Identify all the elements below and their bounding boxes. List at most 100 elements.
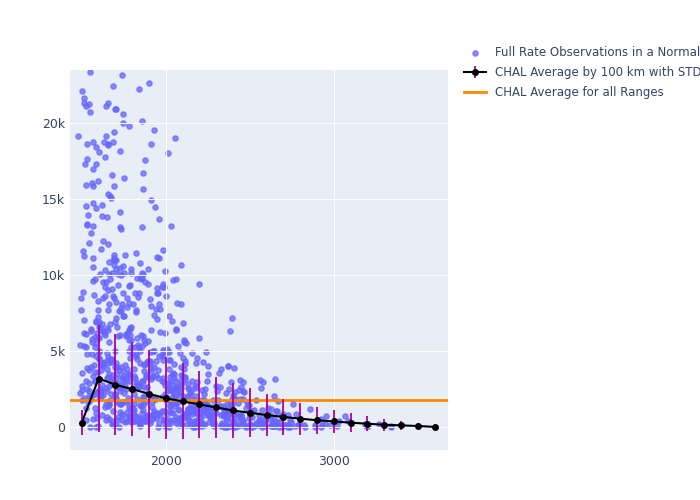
Full Rate Observations in a Normal Point bbox=[76, 87, 87, 95]
Full Rate Observations in a Normal Point bbox=[103, 326, 114, 334]
Full Rate Observations in a Normal Point bbox=[90, 352, 101, 360]
Full Rate Observations in a Normal Point bbox=[253, 420, 265, 428]
Full Rate Observations in a Normal Point bbox=[113, 366, 124, 374]
Full Rate Observations in a Normal Point bbox=[89, 377, 100, 385]
Full Rate Observations in a Normal Point bbox=[145, 196, 156, 204]
Full Rate Observations in a Normal Point bbox=[123, 122, 134, 130]
Full Rate Observations in a Normal Point bbox=[102, 356, 113, 364]
Full Rate Observations in a Normal Point bbox=[125, 324, 136, 332]
Full Rate Observations in a Normal Point bbox=[248, 422, 260, 430]
Full Rate Observations in a Normal Point bbox=[150, 395, 162, 403]
Full Rate Observations in a Normal Point bbox=[158, 416, 169, 424]
Full Rate Observations in a Normal Point bbox=[272, 418, 283, 426]
Full Rate Observations in a Normal Point bbox=[98, 358, 109, 366]
Full Rate Observations in a Normal Point bbox=[159, 422, 170, 430]
Full Rate Observations in a Normal Point bbox=[217, 402, 228, 410]
Full Rate Observations in a Normal Point bbox=[270, 420, 281, 428]
Full Rate Observations in a Normal Point bbox=[231, 410, 242, 418]
Full Rate Observations in a Normal Point bbox=[104, 400, 115, 407]
Full Rate Observations in a Normal Point bbox=[169, 374, 180, 382]
Full Rate Observations in a Normal Point bbox=[122, 370, 134, 378]
Full Rate Observations in a Normal Point bbox=[177, 372, 188, 380]
Full Rate Observations in a Normal Point bbox=[257, 421, 268, 429]
Full Rate Observations in a Normal Point bbox=[225, 406, 237, 414]
Full Rate Observations in a Normal Point bbox=[181, 409, 192, 417]
Full Rate Observations in a Normal Point bbox=[146, 416, 157, 424]
Full Rate Observations in a Normal Point bbox=[290, 410, 302, 418]
Full Rate Observations in a Normal Point bbox=[85, 396, 96, 404]
Full Rate Observations in a Normal Point bbox=[123, 282, 134, 290]
Full Rate Observations in a Normal Point bbox=[112, 398, 123, 406]
Full Rate Observations in a Normal Point bbox=[106, 375, 118, 383]
Full Rate Observations in a Normal Point bbox=[99, 292, 111, 300]
Full Rate Observations in a Normal Point bbox=[242, 401, 253, 409]
Full Rate Observations in a Normal Point bbox=[189, 420, 200, 428]
Full Rate Observations in a Normal Point bbox=[190, 359, 202, 367]
Full Rate Observations in a Normal Point bbox=[236, 412, 247, 420]
Full Rate Observations in a Normal Point bbox=[190, 392, 202, 400]
Full Rate Observations in a Normal Point bbox=[255, 376, 266, 384]
Full Rate Observations in a Normal Point bbox=[110, 298, 121, 306]
Full Rate Observations in a Normal Point bbox=[156, 393, 167, 401]
Full Rate Observations in a Normal Point bbox=[219, 405, 230, 413]
Full Rate Observations in a Normal Point bbox=[109, 362, 120, 370]
Full Rate Observations in a Normal Point bbox=[257, 419, 268, 427]
Full Rate Observations in a Normal Point bbox=[359, 420, 370, 428]
Full Rate Observations in a Normal Point bbox=[130, 350, 141, 358]
Full Rate Observations in a Normal Point bbox=[103, 370, 114, 378]
Full Rate Observations in a Normal Point bbox=[180, 340, 191, 347]
Full Rate Observations in a Normal Point bbox=[83, 239, 94, 247]
Full Rate Observations in a Normal Point bbox=[174, 390, 186, 398]
Full Rate Observations in a Normal Point bbox=[108, 255, 120, 263]
Full Rate Observations in a Normal Point bbox=[139, 392, 150, 400]
Full Rate Observations in a Normal Point bbox=[225, 327, 236, 335]
Full Rate Observations in a Normal Point bbox=[146, 348, 157, 356]
Full Rate Observations in a Normal Point bbox=[164, 402, 176, 410]
Full Rate Observations in a Normal Point bbox=[106, 420, 118, 428]
Full Rate Observations in a Normal Point bbox=[115, 400, 126, 408]
Full Rate Observations in a Normal Point bbox=[113, 416, 124, 424]
Full Rate Observations in a Normal Point bbox=[257, 378, 268, 386]
Full Rate Observations in a Normal Point bbox=[174, 416, 185, 424]
Full Rate Observations in a Normal Point bbox=[97, 360, 108, 368]
Full Rate Observations in a Normal Point bbox=[99, 331, 111, 339]
Full Rate Observations in a Normal Point bbox=[77, 386, 88, 394]
Full Rate Observations in a Normal Point bbox=[220, 389, 231, 397]
Full Rate Observations in a Normal Point bbox=[172, 300, 183, 308]
Full Rate Observations in a Normal Point bbox=[197, 358, 209, 366]
Full Rate Observations in a Normal Point bbox=[99, 266, 111, 274]
Full Rate Observations in a Normal Point bbox=[230, 422, 241, 430]
Full Rate Observations in a Normal Point bbox=[207, 396, 218, 404]
Full Rate Observations in a Normal Point bbox=[170, 275, 181, 283]
Full Rate Observations in a Normal Point bbox=[225, 410, 236, 418]
Full Rate Observations in a Normal Point bbox=[174, 378, 186, 386]
Full Rate Observations in a Normal Point bbox=[123, 415, 134, 423]
Full Rate Observations in a Normal Point bbox=[136, 402, 147, 410]
Full Rate Observations in a Normal Point bbox=[304, 405, 316, 413]
Full Rate Observations in a Normal Point bbox=[150, 414, 161, 422]
Full Rate Observations in a Normal Point bbox=[90, 339, 101, 347]
Full Rate Observations in a Normal Point bbox=[102, 140, 113, 148]
Full Rate Observations in a Normal Point bbox=[143, 338, 154, 345]
Full Rate Observations in a Normal Point bbox=[108, 138, 119, 145]
Full Rate Observations in a Normal Point bbox=[136, 410, 148, 418]
Full Rate Observations in a Normal Point bbox=[282, 422, 293, 430]
Full Rate Observations in a Normal Point bbox=[91, 408, 102, 416]
Full Rate Observations in a Normal Point bbox=[237, 394, 248, 402]
Full Rate Observations in a Normal Point bbox=[164, 416, 175, 424]
Full Rate Observations in a Normal Point bbox=[197, 396, 208, 404]
Full Rate Observations in a Normal Point bbox=[130, 289, 141, 297]
Full Rate Observations in a Normal Point bbox=[167, 276, 178, 284]
Full Rate Observations in a Normal Point bbox=[123, 412, 134, 420]
Full Rate Observations in a Normal Point bbox=[109, 318, 120, 326]
Full Rate Observations in a Normal Point bbox=[90, 318, 101, 326]
Full Rate Observations in a Normal Point bbox=[85, 362, 97, 370]
Full Rate Observations in a Normal Point bbox=[182, 404, 193, 412]
Full Rate Observations in a Normal Point bbox=[183, 408, 194, 416]
Full Rate Observations in a Normal Point bbox=[137, 396, 148, 404]
Full Rate Observations in a Normal Point bbox=[153, 300, 164, 308]
Full Rate Observations in a Normal Point bbox=[228, 418, 239, 426]
Full Rate Observations in a Normal Point bbox=[220, 414, 232, 422]
Full Rate Observations in a Normal Point bbox=[88, 372, 99, 380]
Full Rate Observations in a Normal Point bbox=[118, 120, 129, 128]
